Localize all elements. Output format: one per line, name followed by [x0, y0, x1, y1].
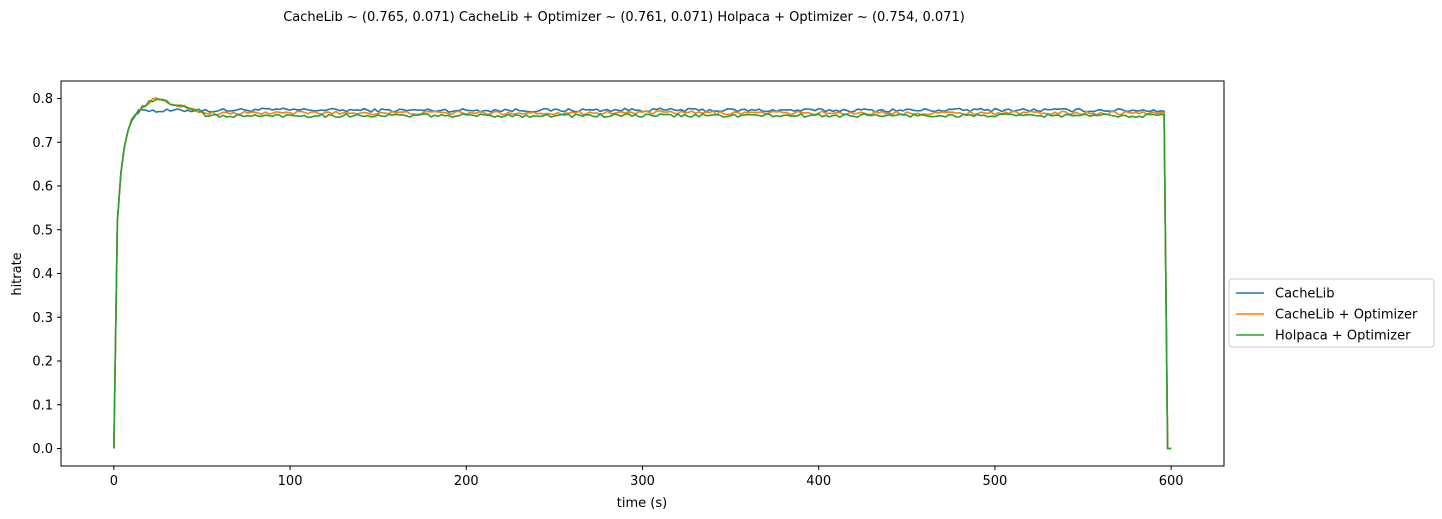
- y-tick-label: 0.1: [32, 398, 53, 413]
- y-tick-label: 0.0: [32, 442, 53, 457]
- y-tick-label: 0.8: [32, 92, 53, 107]
- y-axis-label: hitrate: [10, 252, 25, 295]
- x-tick-label: 300: [630, 474, 655, 489]
- legend-label: CacheLib + Optimizer: [1275, 308, 1418, 323]
- series-layer: [113, 97, 1172, 450]
- x-axis-label: time (s): [617, 496, 667, 511]
- chart-title: CacheLib ~ (0.765, 0.071) CacheLib + Opt…: [283, 10, 965, 25]
- y-tick-label: 0.6: [32, 180, 53, 195]
- series-line: [113, 98, 1172, 450]
- y-tick-label: 0.4: [32, 267, 53, 282]
- x-tick-label: 400: [806, 474, 831, 489]
- x-axis: 0 100 200 300 400 500 600: [110, 466, 1184, 489]
- y-tick-label: 0.2: [32, 355, 53, 370]
- y-tick-label: 0.3: [32, 311, 53, 326]
- plot-area: [60, 80, 1225, 467]
- y-tick-label: 0.5: [32, 223, 53, 238]
- legend-box: [1228, 278, 1435, 348]
- legend: CacheLib CacheLib + Optimizer Holpaca + Op…: [1228, 278, 1435, 348]
- series-line: [113, 97, 1172, 450]
- x-tick-label: 200: [454, 474, 479, 489]
- y-axis: 0.0 0.1 0.2 0.3 0.4 0.5 0.6 0.7 0.8: [32, 92, 61, 457]
- x-tick-label: 100: [278, 474, 303, 489]
- legend-label: CacheLib: [1275, 287, 1335, 302]
- x-tick-label: 0: [110, 474, 118, 489]
- y-tick-label: 0.7: [32, 136, 53, 151]
- x-tick-label: 600: [1159, 474, 1184, 489]
- legend-label: Holpaca + Optimizer: [1275, 329, 1411, 344]
- x-tick-label: 500: [983, 474, 1008, 489]
